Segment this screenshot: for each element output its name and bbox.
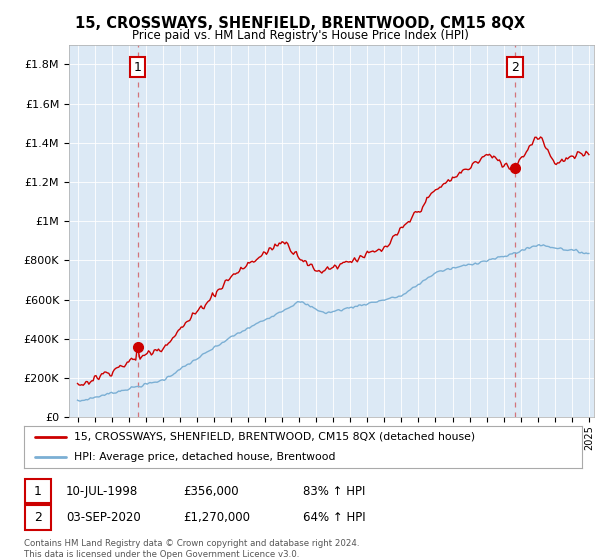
Text: 1: 1 <box>134 60 142 74</box>
Text: 1: 1 <box>34 484 42 498</box>
Text: £356,000: £356,000 <box>183 484 239 498</box>
Text: HPI: Average price, detached house, Brentwood: HPI: Average price, detached house, Bren… <box>74 452 336 462</box>
Text: 03-SEP-2020: 03-SEP-2020 <box>66 511 141 524</box>
Text: 83% ↑ HPI: 83% ↑ HPI <box>303 484 365 498</box>
Text: 15, CROSSWAYS, SHENFIELD, BRENTWOOD, CM15 8QX: 15, CROSSWAYS, SHENFIELD, BRENTWOOD, CM1… <box>75 16 525 31</box>
Text: £1,270,000: £1,270,000 <box>183 511 250 524</box>
Text: This data is licensed under the Open Government Licence v3.0.: This data is licensed under the Open Gov… <box>24 550 299 559</box>
Text: Contains HM Land Registry data © Crown copyright and database right 2024.: Contains HM Land Registry data © Crown c… <box>24 539 359 548</box>
Text: 64% ↑ HPI: 64% ↑ HPI <box>303 511 365 524</box>
Text: 15, CROSSWAYS, SHENFIELD, BRENTWOOD, CM15 8QX (detached house): 15, CROSSWAYS, SHENFIELD, BRENTWOOD, CM1… <box>74 432 475 442</box>
Text: Price paid vs. HM Land Registry's House Price Index (HPI): Price paid vs. HM Land Registry's House … <box>131 29 469 42</box>
Text: 10-JUL-1998: 10-JUL-1998 <box>66 484 138 498</box>
Text: 2: 2 <box>511 60 519 74</box>
Text: 2: 2 <box>34 511 42 524</box>
